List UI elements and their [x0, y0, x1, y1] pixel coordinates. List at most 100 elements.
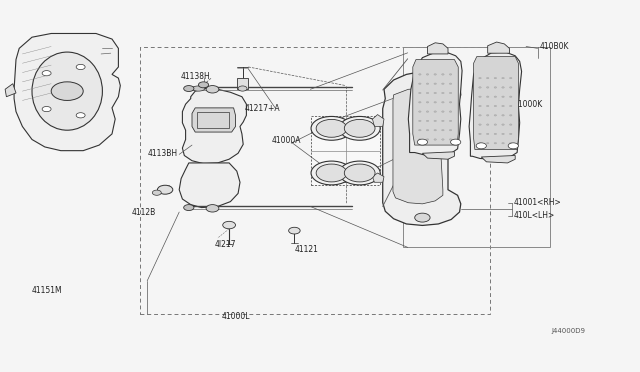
Circle shape — [442, 102, 444, 103]
Circle shape — [509, 87, 512, 88]
Circle shape — [426, 129, 429, 131]
Circle shape — [42, 106, 51, 112]
Circle shape — [434, 92, 436, 94]
Circle shape — [502, 115, 504, 116]
Circle shape — [434, 111, 436, 112]
Circle shape — [426, 83, 429, 84]
Polygon shape — [179, 163, 240, 208]
Circle shape — [502, 142, 504, 144]
Circle shape — [486, 96, 489, 97]
Text: 41001<RH>: 41001<RH> — [513, 198, 561, 207]
Circle shape — [479, 133, 481, 135]
Circle shape — [449, 139, 452, 140]
Polygon shape — [428, 43, 448, 54]
Ellipse shape — [311, 161, 352, 185]
Circle shape — [76, 64, 85, 70]
Circle shape — [434, 74, 436, 75]
Circle shape — [417, 139, 428, 145]
Circle shape — [449, 111, 452, 112]
Circle shape — [238, 86, 247, 91]
Polygon shape — [192, 108, 236, 132]
Circle shape — [509, 133, 512, 135]
Circle shape — [494, 96, 497, 97]
Ellipse shape — [316, 119, 347, 137]
Polygon shape — [14, 33, 120, 151]
Circle shape — [486, 142, 489, 144]
Polygon shape — [474, 57, 518, 150]
Circle shape — [494, 142, 497, 144]
Circle shape — [442, 129, 444, 131]
Circle shape — [479, 77, 481, 79]
Ellipse shape — [339, 116, 380, 140]
Circle shape — [419, 83, 421, 84]
Circle shape — [206, 205, 219, 212]
Circle shape — [419, 92, 421, 94]
Circle shape — [486, 77, 489, 79]
Circle shape — [449, 74, 452, 75]
Circle shape — [442, 120, 444, 122]
Circle shape — [479, 87, 481, 88]
Circle shape — [476, 143, 486, 149]
Circle shape — [486, 133, 489, 135]
Circle shape — [479, 142, 481, 144]
Circle shape — [51, 82, 83, 100]
Circle shape — [494, 124, 497, 125]
Circle shape — [206, 86, 219, 93]
Bar — [197, 112, 229, 128]
Circle shape — [426, 120, 429, 122]
Circle shape — [426, 92, 429, 94]
Ellipse shape — [344, 119, 375, 137]
Text: 4112B: 4112B — [131, 208, 156, 217]
Circle shape — [494, 105, 497, 107]
Text: 410B0K: 410B0K — [540, 42, 569, 51]
Circle shape — [184, 205, 194, 211]
Polygon shape — [372, 173, 384, 182]
Circle shape — [442, 83, 444, 84]
Circle shape — [223, 221, 236, 229]
Circle shape — [486, 105, 489, 107]
Polygon shape — [488, 42, 509, 53]
Ellipse shape — [32, 52, 102, 130]
Text: 41121: 41121 — [294, 245, 318, 254]
Text: 41000L: 41000L — [221, 312, 250, 321]
Circle shape — [426, 139, 429, 140]
Bar — [237, 78, 248, 89]
Circle shape — [486, 115, 489, 116]
Text: 4l217: 4l217 — [214, 240, 236, 249]
Circle shape — [509, 124, 512, 125]
Circle shape — [502, 87, 504, 88]
Circle shape — [426, 74, 429, 75]
Circle shape — [449, 83, 452, 84]
Circle shape — [442, 139, 444, 140]
Circle shape — [486, 124, 489, 125]
Circle shape — [486, 87, 489, 88]
Circle shape — [419, 102, 421, 103]
Text: 41138H: 41138H — [181, 72, 211, 81]
Circle shape — [419, 139, 421, 140]
Text: 41000K: 41000K — [514, 100, 543, 109]
Circle shape — [157, 185, 173, 194]
Polygon shape — [481, 155, 515, 163]
Text: 4113BH: 4113BH — [147, 149, 177, 158]
Circle shape — [434, 129, 436, 131]
Circle shape — [184, 86, 194, 92]
Circle shape — [509, 96, 512, 97]
Circle shape — [449, 129, 452, 131]
Circle shape — [502, 133, 504, 135]
Circle shape — [509, 142, 512, 144]
Circle shape — [451, 139, 461, 145]
Circle shape — [494, 115, 497, 116]
Circle shape — [434, 120, 436, 122]
Circle shape — [42, 71, 51, 76]
Circle shape — [509, 115, 512, 116]
Polygon shape — [383, 71, 461, 225]
Circle shape — [479, 124, 481, 125]
Ellipse shape — [311, 116, 352, 140]
Circle shape — [479, 105, 481, 107]
Bar — [140, 46, 490, 314]
Bar — [311, 116, 380, 185]
Circle shape — [419, 120, 421, 122]
Circle shape — [494, 133, 497, 135]
Polygon shape — [5, 84, 16, 97]
Polygon shape — [372, 115, 384, 126]
